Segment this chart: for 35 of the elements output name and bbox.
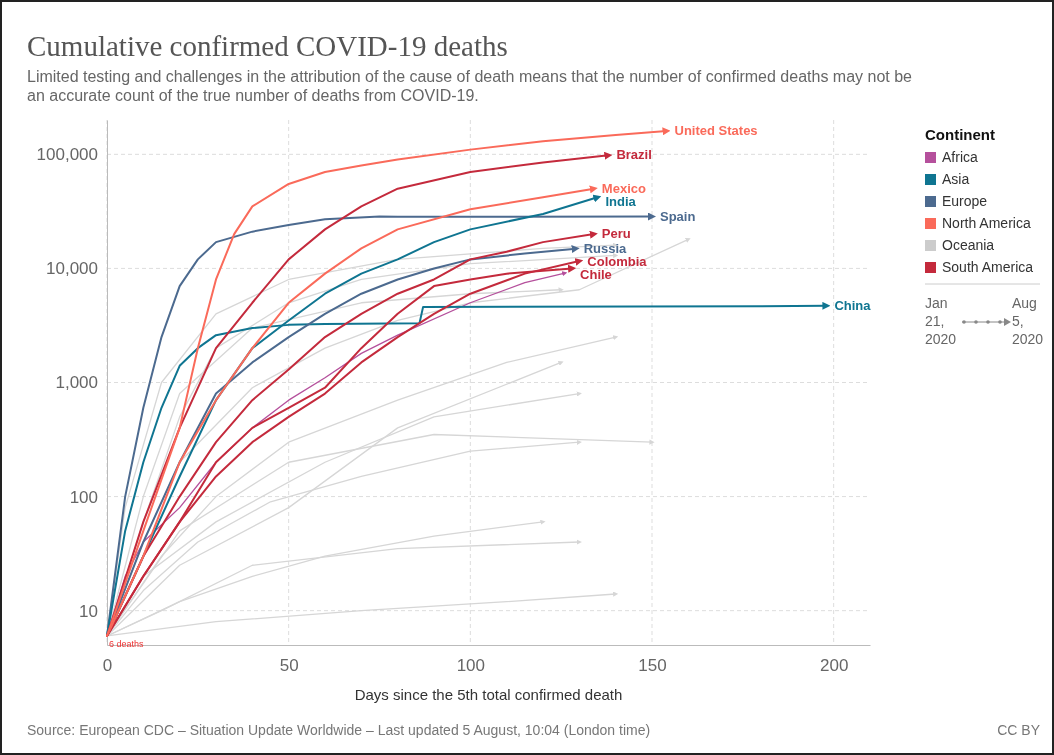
series-label: Chile (580, 266, 612, 282)
legend-label: Asia (942, 171, 970, 187)
series-label: India (605, 193, 637, 209)
series-label: Mexico (601, 180, 646, 196)
y-tick-label: 10 (79, 601, 98, 621)
x-tick-label: 200 (819, 656, 849, 676)
text: CC BY (997, 722, 1041, 738)
chart-subtitle: Limited testing and challenges in the attribution of the cause of death means that the number of confirmed deaths may not be an accurate count of the true number of deaths from COVID-19. (27, 68, 913, 104)
annotation: 6 deaths (109, 638, 145, 649)
x-tick-label: 100 (456, 656, 486, 676)
legend-label: Europe (942, 193, 988, 209)
series-label: Brazil (616, 147, 652, 163)
series-label: United States (674, 123, 758, 139)
legend-label: South America (942, 259, 1034, 275)
y-tick-label: 10,000 (46, 259, 98, 279)
text: Jan 21, 2020 (925, 295, 957, 347)
x-axis-title: Days since the 5th total confirmed death (354, 686, 623, 703)
legend-label: Oceania (942, 237, 995, 253)
x-tick-label: 0 (102, 656, 113, 676)
series-label: China (834, 297, 872, 313)
source-note: Source: European CDC – Situation Update Worldwide – Last updated 5 August, 10:04 (London time) (27, 722, 651, 738)
series-label: Colombia (587, 253, 648, 269)
chart-title: Cumulative confirmed COVID-19 deaths (27, 30, 508, 62)
series-label: Russia (583, 240, 628, 256)
legend-label: North America (942, 215, 1031, 231)
legend-label: Africa (942, 149, 978, 165)
y-tick-label: 100,000 (36, 145, 98, 165)
y-tick-label: 100 (69, 487, 98, 507)
series-label: Peru (601, 226, 631, 242)
y-tick-label: 1,000 (55, 373, 98, 393)
series-label: Spain (660, 208, 696, 224)
x-tick-label: 50 (279, 656, 299, 676)
x-tick-label: 150 (638, 656, 667, 676)
legend-title: Continent (925, 126, 995, 143)
text: Aug 5, 2020 (1012, 295, 1044, 347)
